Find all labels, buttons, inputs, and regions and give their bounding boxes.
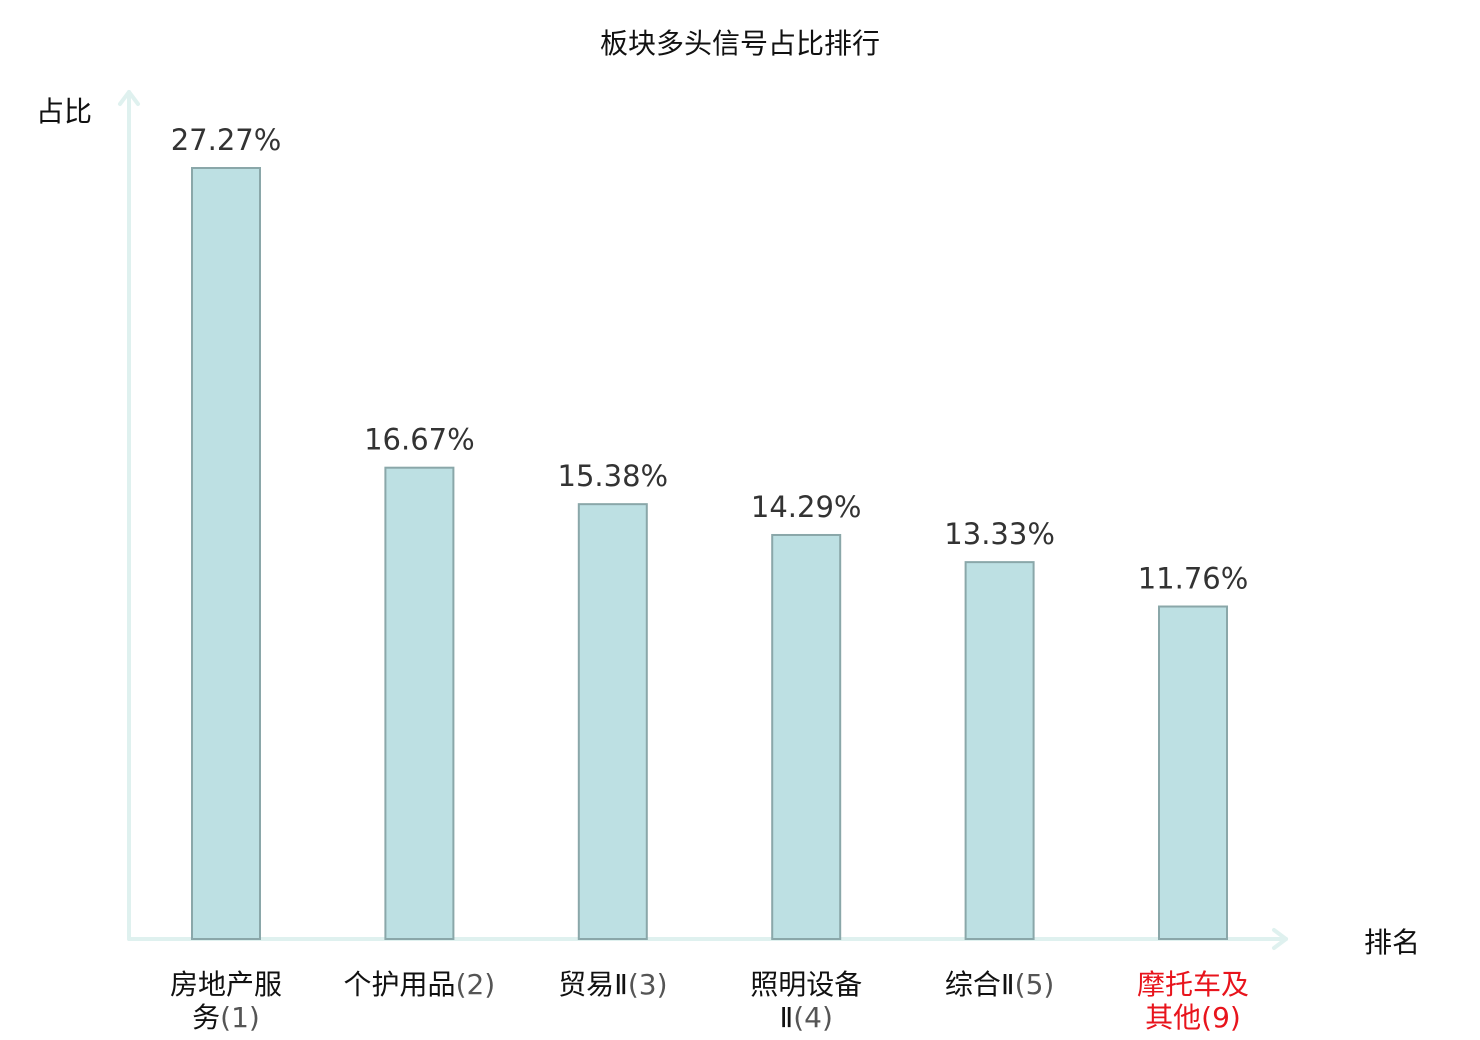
category-name: 摩托车及 — [1137, 968, 1249, 1001]
category-label: 综合Ⅱ(5) — [945, 968, 1054, 1001]
bar — [1158, 605, 1228, 940]
category-rank: (1) — [220, 1001, 260, 1034]
category-label: 贸易Ⅱ(3) — [558, 968, 667, 1001]
category-rank: (5) — [1015, 968, 1055, 1001]
bar — [384, 466, 455, 940]
category-rank: (3) — [628, 968, 668, 1001]
category-name: 其他 — [1145, 1001, 1201, 1034]
category-rank: (9) — [1201, 1001, 1241, 1034]
category-label: 照明设备 Ⅱ(4) — [750, 968, 862, 1034]
x-axis-label: 排名 — [1364, 926, 1420, 959]
category-label: 房地产服务(1) — [170, 968, 282, 1034]
value-label: 13.33% — [944, 517, 1055, 551]
value-label: 27.27% — [171, 123, 282, 157]
category-name: 房地产服 — [170, 968, 282, 1001]
category-name: 务 — [192, 1001, 220, 1034]
value-label: 15.38% — [558, 459, 669, 493]
value-label: 11.76% — [1138, 562, 1249, 596]
bars — [191, 167, 1228, 941]
category-name: 照明设备 — [750, 968, 862, 1001]
bar — [964, 561, 1035, 941]
category-label: 摩托车及其他(9) — [1137, 968, 1249, 1034]
y-axis-arrow-icon — [118, 90, 140, 106]
bar — [771, 533, 842, 941]
axes — [118, 90, 1288, 950]
y-axis-label: 占比 — [36, 95, 92, 128]
category-rank: (4) — [793, 1001, 833, 1034]
bar — [191, 167, 261, 940]
category-name: 综合Ⅱ — [945, 968, 1015, 1001]
category-name: 贸易Ⅱ — [558, 968, 628, 1001]
category-name: Ⅱ — [779, 1001, 793, 1034]
chart-title: 板块多头信号占比排行 — [600, 27, 880, 60]
value-labels: 27.27% 16.67% 15.38% 14.29% 13.33% 11.76% — [171, 123, 1249, 596]
x-axis-arrow-icon — [1272, 928, 1288, 950]
category-label: 个护用品(2) — [344, 968, 496, 1001]
category-name: 个护用品 — [344, 968, 456, 1001]
value-label: 16.67% — [364, 423, 475, 457]
category-rank: (2) — [456, 968, 496, 1001]
bar — [577, 503, 648, 940]
category-labels: 房地产服务(1) 个护用品(2) 贸易Ⅱ(3) 照明设备 Ⅱ(4) 综合Ⅱ(5) 摩托车及其… — [170, 968, 1249, 1034]
value-label: 14.29% — [751, 490, 862, 524]
